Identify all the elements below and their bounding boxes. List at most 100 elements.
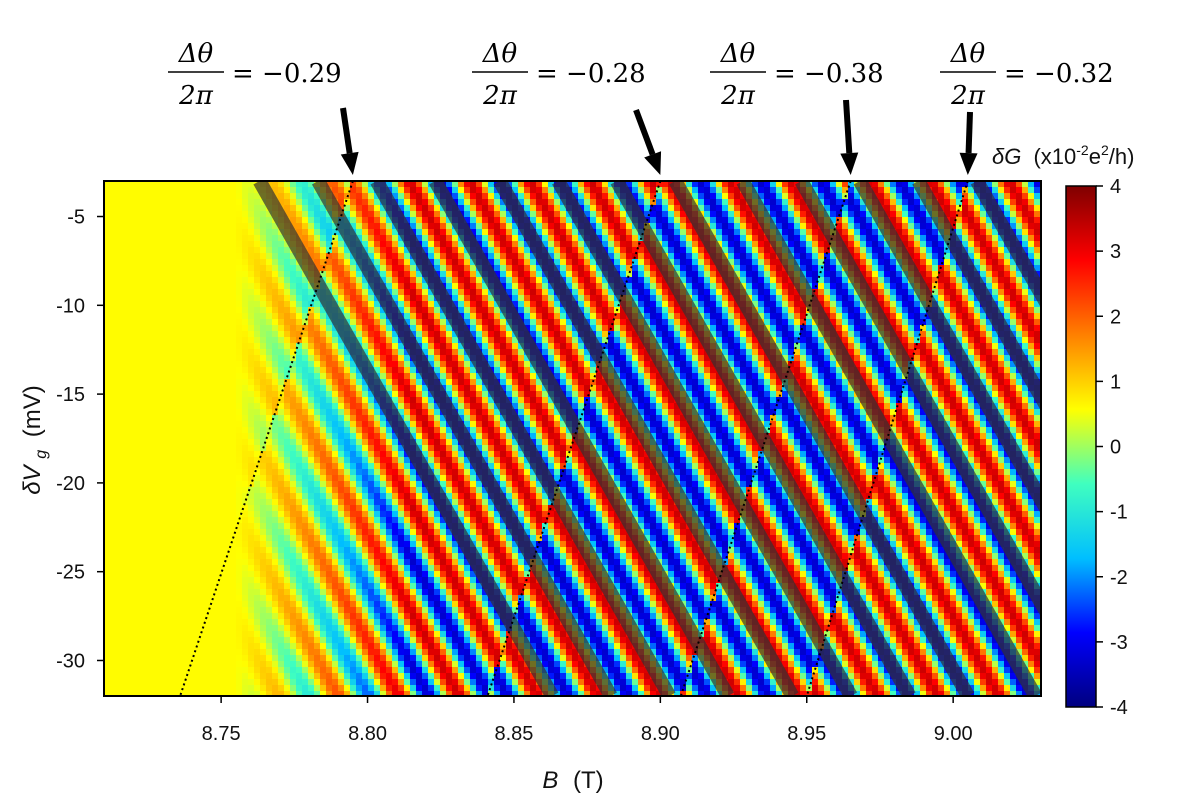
heatmap-cell: [218, 187, 225, 194]
heatmap-cell: [938, 349, 945, 356]
heatmap-cell: [680, 241, 687, 248]
heatmap-cell: [110, 199, 117, 206]
heatmap-cell: [938, 289, 945, 296]
heatmap-cell: [266, 259, 273, 266]
heatmap-cell: [104, 277, 111, 284]
heatmap-cell: [578, 343, 585, 350]
heatmap-cell: [554, 361, 561, 368]
heatmap-cell: [608, 337, 615, 344]
heatmap-cell: [248, 259, 255, 266]
heatmap-cell: [170, 289, 177, 296]
heatmap-cell: [518, 247, 525, 254]
heatmap-cell: [122, 247, 129, 254]
heatmap-cell: [470, 181, 477, 188]
heatmap-cell: [110, 313, 117, 320]
heatmap-cell: [548, 229, 555, 236]
heatmap-cell: [134, 199, 141, 206]
heatmap-cell: [146, 193, 153, 200]
heatmap-cell: [908, 325, 915, 332]
heatmap-cell: [650, 289, 657, 296]
heatmap-cell: [254, 199, 261, 206]
heatmap-cell: [974, 355, 981, 362]
heatmap-cell: [884, 181, 891, 188]
heatmap-cell: [464, 361, 471, 368]
heatmap-cell: [404, 301, 411, 308]
heatmap-cell: [374, 337, 381, 344]
heatmap-cell: [602, 307, 609, 314]
heatmap-cell: [1022, 211, 1029, 218]
heatmap-cell: [422, 217, 429, 224]
heatmap-cell: [854, 223, 861, 230]
heatmap-cell: [224, 205, 231, 212]
heatmap-cell: [794, 205, 801, 212]
heatmap-cell: [716, 199, 723, 206]
heatmap-cell: [758, 307, 765, 314]
heatmap-cell: [212, 307, 219, 314]
heatmap-cell: [500, 319, 507, 326]
heatmap-cell: [716, 337, 723, 344]
heatmap-cell: [644, 187, 651, 194]
heatmap-cell: [500, 355, 507, 362]
heatmap-cell: [146, 205, 153, 212]
heatmap-cell: [158, 355, 165, 362]
heatmap-cell: [518, 349, 525, 356]
heatmap-cell: [710, 295, 717, 302]
heatmap-cell: [350, 211, 357, 218]
heatmap-cell: [476, 181, 483, 188]
heatmap-cell: [518, 253, 525, 260]
heatmap-cell: [902, 307, 909, 314]
heatmap-cell: [854, 319, 861, 326]
heatmap-cell: [230, 337, 237, 344]
heatmap-cell: [866, 265, 873, 272]
heatmap-cell: [164, 205, 171, 212]
heatmap-cell: [422, 307, 429, 314]
heatmap-cell: [1010, 319, 1017, 326]
heatmap-cell: [560, 265, 567, 272]
heatmap-cell: [458, 367, 465, 374]
heatmap-cell: [188, 205, 195, 212]
heatmap-cell: [662, 283, 669, 290]
heatmap-cell: [1034, 199, 1041, 206]
heatmap-cell: [1028, 307, 1035, 314]
heatmap-cell: [860, 367, 867, 374]
heatmap-cell: [254, 319, 261, 326]
heatmap-cell: [764, 205, 771, 212]
heatmap-cell: [368, 355, 375, 362]
heatmap-cell: [578, 181, 585, 188]
heatmap-cell: [254, 337, 261, 344]
heatmap-cell: [896, 295, 903, 302]
heatmap-cell: [698, 265, 705, 272]
heatmap-cell: [584, 283, 591, 290]
heatmap-cell: [872, 235, 879, 242]
heatmap-cell: [332, 265, 339, 272]
heatmap-cell: [1022, 187, 1029, 194]
heatmap-cell: [644, 295, 651, 302]
heatmap-cell: [116, 265, 123, 272]
heatmap-cell: [608, 217, 615, 224]
heatmap-cell: [638, 247, 645, 254]
heatmap-cell: [710, 229, 717, 236]
heatmap-cell: [266, 313, 273, 320]
heatmap-cell: [416, 229, 423, 236]
heatmap-cell: [326, 247, 333, 254]
heatmap-cell: [560, 307, 567, 314]
heatmap-cell: [158, 325, 165, 332]
heatmap-cell: [374, 235, 381, 242]
heatmap-cell: [890, 319, 897, 326]
heatmap-cell: [182, 205, 189, 212]
heatmap-cell: [248, 181, 255, 188]
heatmap-cell: [608, 331, 615, 338]
heatmap-cell: [914, 349, 921, 356]
heatmap-cell: [956, 301, 963, 308]
heatmap-cell: [458, 361, 465, 368]
heatmap-cell: [122, 187, 129, 194]
heatmap-cell: [152, 355, 159, 362]
heatmap-cell: [536, 343, 543, 350]
heatmap-cell: [146, 367, 153, 374]
heatmap-cell: [158, 229, 165, 236]
heatmap-cell: [254, 217, 261, 224]
heatmap-cell: [200, 319, 207, 326]
heatmap-cell: [350, 217, 357, 224]
heatmap-cell: [212, 361, 219, 368]
heatmap-cell: [242, 253, 249, 260]
